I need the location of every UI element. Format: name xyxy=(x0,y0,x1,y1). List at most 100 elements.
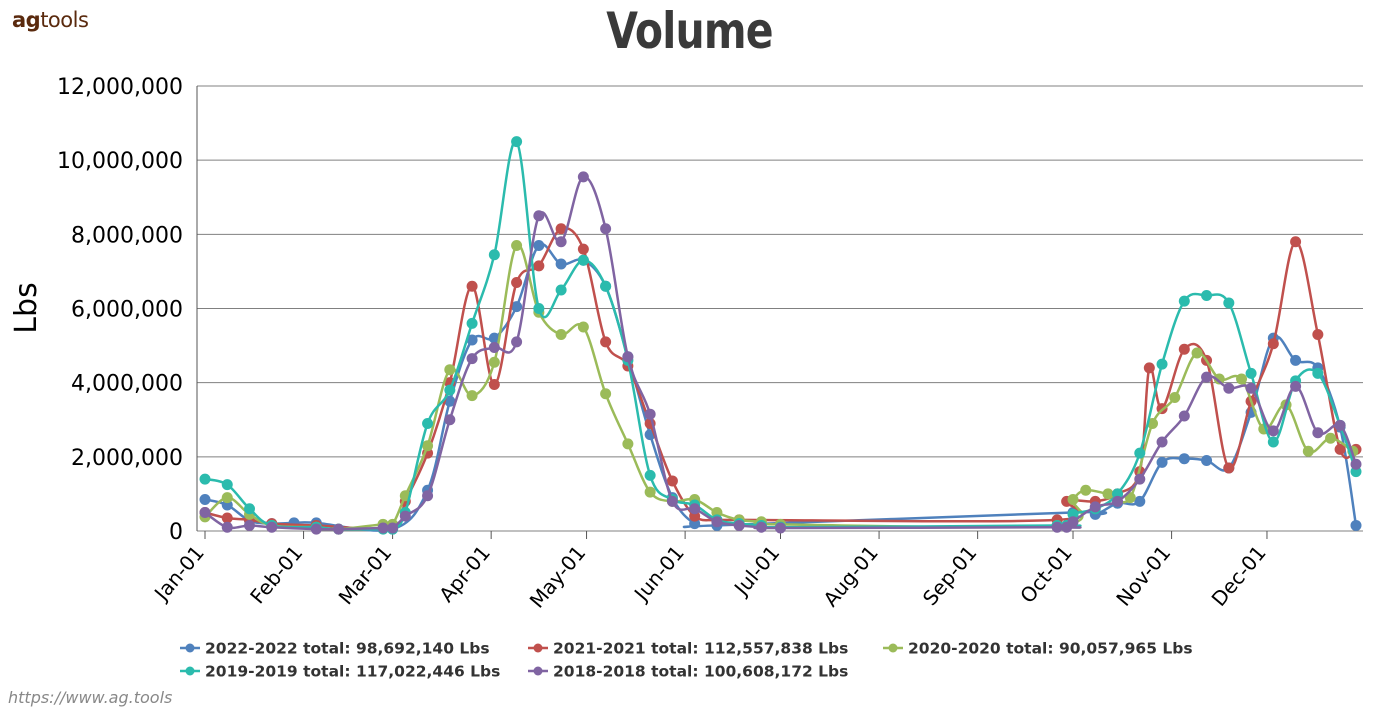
series-2019-2019 xyxy=(199,136,1362,535)
data-point xyxy=(1143,362,1155,374)
data-point xyxy=(422,490,434,502)
data-point xyxy=(533,303,545,314)
data-point xyxy=(466,353,478,365)
series-line xyxy=(204,140,1358,532)
data-point xyxy=(266,521,278,533)
data-point xyxy=(1245,367,1257,379)
x-tick-label: May-01 xyxy=(525,541,591,613)
y-tick-label: 10,000,000 xyxy=(57,149,183,174)
data-point xyxy=(1201,455,1213,467)
legend-marker xyxy=(185,643,195,653)
data-point xyxy=(577,243,589,255)
data-point xyxy=(622,351,634,363)
x-tick-label: Feb-01 xyxy=(245,541,307,609)
series-2022-2022 xyxy=(199,239,1362,535)
data-point xyxy=(1201,371,1213,383)
data-point xyxy=(1169,392,1181,403)
data-point xyxy=(1178,453,1190,465)
data-point xyxy=(1178,410,1190,422)
x-tick-label: Apr-01 xyxy=(434,541,495,607)
data-point xyxy=(711,516,723,528)
data-point xyxy=(444,384,456,396)
data-point xyxy=(1067,516,1079,528)
data-point xyxy=(511,277,523,289)
series-2018-2018 xyxy=(199,171,1362,535)
x-tick-label: Jun-01 xyxy=(628,541,689,607)
data-point xyxy=(1290,354,1302,366)
data-point xyxy=(1191,347,1203,359)
data-point xyxy=(488,356,500,368)
legend-marker xyxy=(888,643,898,653)
data-point xyxy=(377,522,389,534)
data-point xyxy=(422,417,434,429)
x-tick-label: Sep-01 xyxy=(918,541,982,610)
data-point xyxy=(488,341,500,353)
data-point xyxy=(1201,290,1213,302)
data-point xyxy=(1178,343,1190,355)
data-point xyxy=(221,492,233,504)
data-point xyxy=(1350,519,1362,531)
legend: 2022-2022 total: 98,692,140 Lbs 2021-2021… xyxy=(180,640,1193,681)
legend-item: 2021-2021 total: 112,557,838 Lbs xyxy=(528,640,848,658)
series-line xyxy=(204,242,1358,532)
data-point xyxy=(1267,425,1279,437)
data-point xyxy=(1102,488,1114,500)
legend-label: 2020-2020 total: 90,057,965 Lbs xyxy=(908,640,1193,658)
data-point xyxy=(244,503,256,515)
data-point xyxy=(310,523,322,535)
data-point xyxy=(1134,473,1146,485)
chart-title: Volume xyxy=(606,2,773,60)
data-point xyxy=(555,236,567,248)
data-point xyxy=(1134,447,1146,459)
data-point xyxy=(644,486,656,498)
data-point xyxy=(733,519,745,531)
data-point xyxy=(666,495,678,507)
data-point xyxy=(1134,495,1146,507)
y-tick-label: 12,000,000 xyxy=(57,75,183,100)
data-point xyxy=(644,469,656,481)
data-point xyxy=(1213,373,1225,385)
legend-marker xyxy=(533,666,543,676)
series-2020-2020 xyxy=(199,239,1359,535)
data-point xyxy=(689,503,701,515)
x-tick-label: Nov-01 xyxy=(1111,541,1175,611)
data-point xyxy=(555,258,567,270)
data-point xyxy=(555,328,567,340)
data-point xyxy=(1334,419,1346,431)
data-point xyxy=(444,364,456,376)
legend-item: 2020-2020 total: 90,057,965 Lbs xyxy=(883,640,1193,658)
data-point xyxy=(1112,495,1124,507)
data-point xyxy=(1156,436,1168,448)
source-url[interactable]: https://www.ag.tools xyxy=(8,688,173,707)
series-line xyxy=(204,243,1354,531)
data-point xyxy=(1290,380,1302,392)
data-point xyxy=(755,521,767,533)
data-point xyxy=(577,171,589,183)
legend-item: 2019-2019 total: 117,022,446 Lbs xyxy=(180,663,500,681)
data-point xyxy=(1350,458,1362,470)
agtools-logo[interactable]: agtools xyxy=(12,8,89,32)
series-2021-2021 xyxy=(199,223,1362,533)
data-point xyxy=(511,239,523,251)
data-point xyxy=(600,223,612,235)
data-point xyxy=(511,136,523,148)
x-tick-label: Jul-01 xyxy=(728,541,784,601)
data-point xyxy=(533,239,545,251)
data-point xyxy=(444,395,456,407)
axes: 0 2,000,000 4,000,000 6,000,000 8,000,000 10,… xyxy=(57,75,1271,613)
data-point xyxy=(775,522,786,534)
data-point xyxy=(221,479,233,491)
grid-lines xyxy=(197,85,1363,532)
data-point xyxy=(511,301,523,313)
data-point xyxy=(511,336,523,348)
data-point xyxy=(444,414,456,426)
data-point xyxy=(199,473,211,485)
data-point xyxy=(1236,373,1248,385)
data-point xyxy=(1223,462,1235,474)
data-point xyxy=(1312,328,1324,340)
y-tick-label: 2,000,000 xyxy=(71,446,183,471)
data-point xyxy=(1267,436,1279,448)
y-tick-label: 4,000,000 xyxy=(71,372,183,397)
data-point xyxy=(244,519,256,531)
legend-label: 2019-2019 total: 117,022,446 Lbs xyxy=(205,663,500,681)
